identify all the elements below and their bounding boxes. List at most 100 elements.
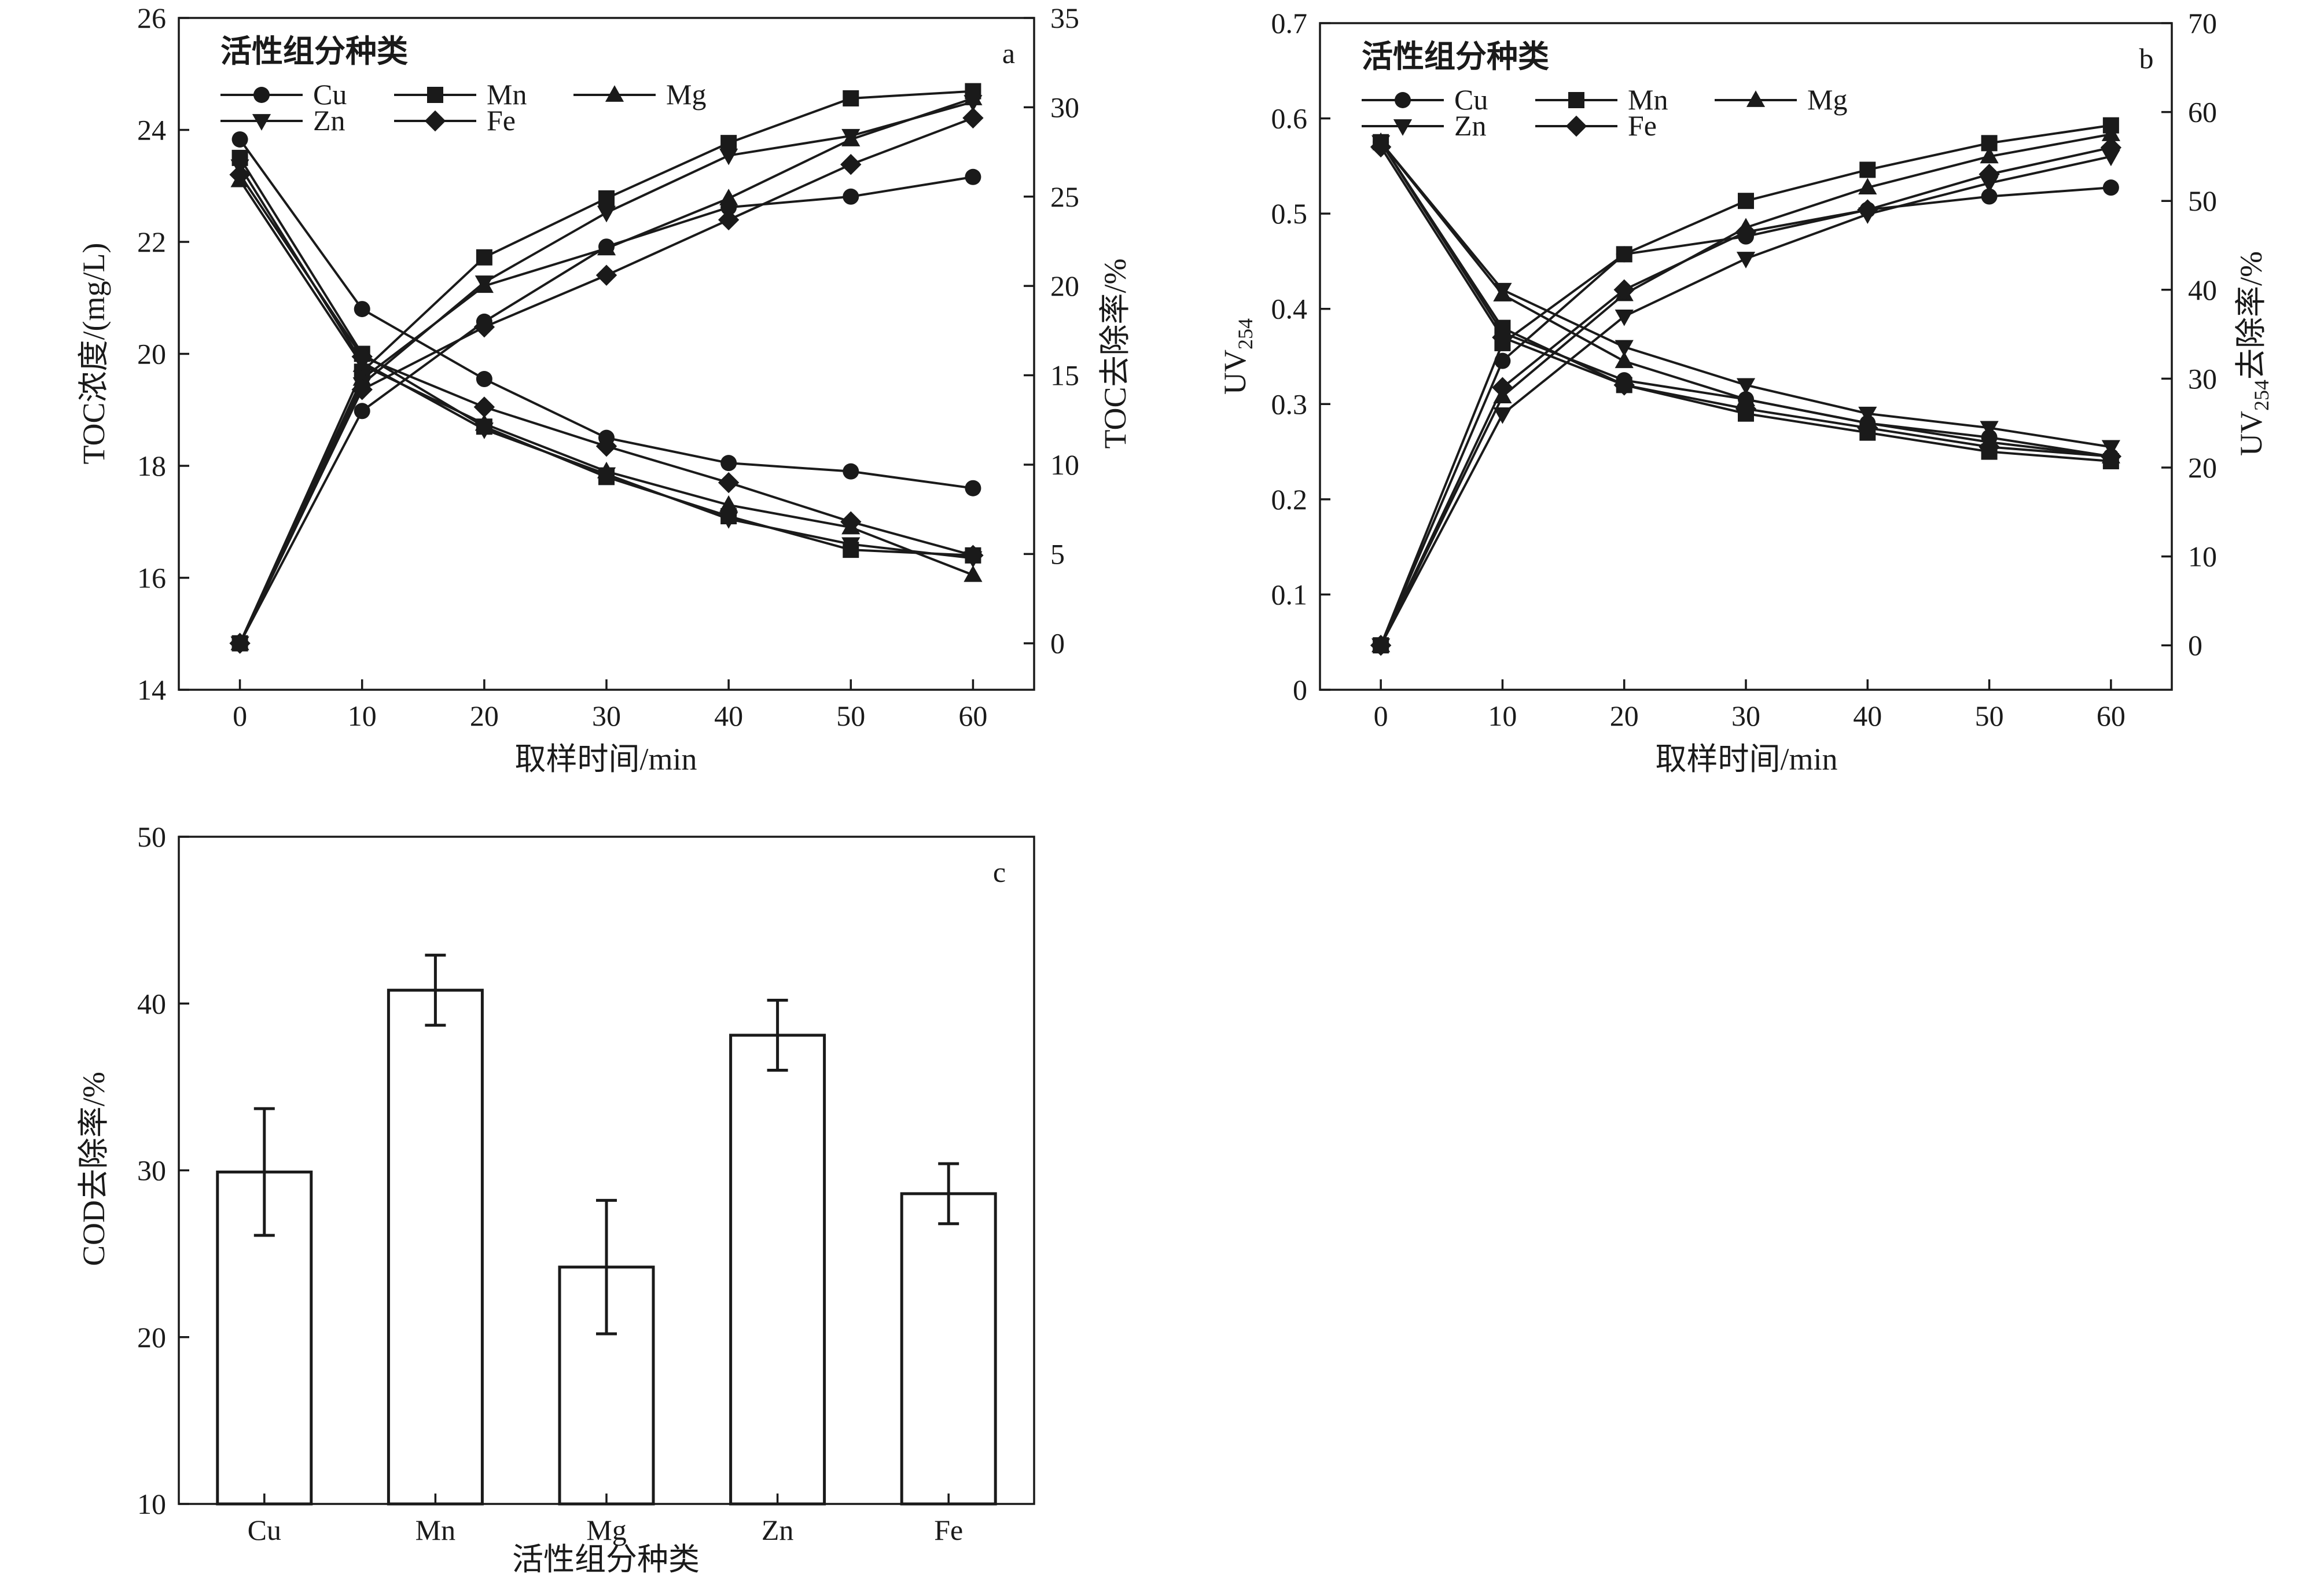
y-tick-label-left: 0.5 <box>1271 197 1308 230</box>
bar-group-cu <box>216 1107 313 1506</box>
data-point <box>1493 282 1512 300</box>
data-point <box>840 153 862 175</box>
y-tick-label-right: 60 <box>2188 96 2217 128</box>
x-tick-label: Mn <box>415 1514 455 1546</box>
legend-item-fe: Fe <box>1535 109 1657 142</box>
data-point <box>840 511 862 532</box>
data-point <box>1735 221 1757 243</box>
data-point <box>1736 378 1756 395</box>
data-point <box>351 346 373 367</box>
y-tick-label-right: 50 <box>2188 185 2217 217</box>
data-point <box>841 537 861 554</box>
y-tick-label-right: 30 <box>1050 91 1079 123</box>
data-point <box>718 209 740 231</box>
data-point <box>719 148 738 165</box>
y-tick-label-left: 0 <box>1293 674 1307 706</box>
x-tick-label: 40 <box>714 700 743 732</box>
data-point <box>475 275 494 292</box>
x-tick-label: 50 <box>836 700 865 732</box>
y-tick-label: 40 <box>137 987 166 1020</box>
legend-marker <box>427 87 443 103</box>
legend-marker <box>1395 92 1411 108</box>
y-tick-label-left: 22 <box>137 226 166 258</box>
data-point <box>843 463 859 480</box>
x-tick-label: 60 <box>2097 700 2126 732</box>
data-point <box>597 238 616 256</box>
data-point <box>1857 417 1878 439</box>
data-point <box>843 188 859 205</box>
data-point <box>475 422 494 439</box>
data-point <box>597 205 616 223</box>
bar <box>900 1192 997 1506</box>
bar-group-mn <box>387 954 484 1506</box>
data-point <box>476 249 492 266</box>
data-point <box>964 565 983 582</box>
data-point <box>1492 377 1513 398</box>
y-tick-label-right: 20 <box>2188 451 2217 484</box>
panel-label: a <box>1002 37 1015 69</box>
legend-marker <box>1565 115 1587 137</box>
y-tick-label-left: 0.1 <box>1271 578 1308 610</box>
x-axis-label: 取样时间/min <box>1655 742 1837 777</box>
legend-marker <box>605 85 624 102</box>
data-point <box>718 472 740 494</box>
series-zn <box>230 95 983 653</box>
x-tick-label: Cu <box>248 1514 281 1546</box>
y-tick-label-left: 0.4 <box>1271 293 1308 325</box>
data-point <box>354 403 370 420</box>
x-tick-label: 10 <box>1488 700 1517 732</box>
data-point <box>1615 340 1634 357</box>
y-axis-label-left: TOC浓度/(mg/L) <box>76 243 111 465</box>
legend-item-cu: Cu <box>220 78 347 111</box>
data-point <box>354 301 370 318</box>
data-point <box>231 131 248 148</box>
data-point <box>1616 246 1632 263</box>
data-point <box>595 435 617 457</box>
data-point <box>229 632 251 654</box>
legend-label: Fe <box>1628 109 1657 142</box>
data-point <box>962 545 984 566</box>
legend-title: 活性组分种类 <box>1362 39 1549 74</box>
data-point <box>1858 178 1877 195</box>
x-tick-label: 20 <box>1610 700 1639 732</box>
data-point <box>1615 309 1634 326</box>
y-tick-label-left: 24 <box>137 114 166 146</box>
legend-marker <box>1393 119 1413 136</box>
data-point <box>2100 446 2122 467</box>
legend-marker <box>1568 92 1584 108</box>
y-axis-label-right: TOC去除率/% <box>1098 258 1132 448</box>
y-tick-label-right: 5 <box>1050 538 1065 570</box>
data-point <box>1980 146 1999 164</box>
legend-marker <box>253 87 270 103</box>
data-point <box>965 480 981 496</box>
data-point <box>1857 199 1878 220</box>
y-tick-label-left: 20 <box>137 338 166 370</box>
series-line-zn-removal <box>238 101 973 644</box>
x-tick-label: Zn <box>762 1514 794 1546</box>
x-tick-label: 50 <box>1975 700 2004 732</box>
series-line-zn-left <box>238 165 973 560</box>
data-point <box>965 168 981 185</box>
y-tick-label: 50 <box>137 821 166 853</box>
x-tick-label: 60 <box>958 700 987 732</box>
panel-c-cod: 10 20 30 40 50 Cu Mn Mg Zn Fe c 活性组分种类 COD去除率/% <box>76 821 1035 1577</box>
y-tick-label-left: 0.2 <box>1271 483 1308 516</box>
data-point <box>2102 179 2119 196</box>
data-point <box>720 135 737 152</box>
y-tick-label-left: 0.3 <box>1271 388 1308 420</box>
legend-label: Mg <box>1807 83 1847 116</box>
bar-group-zn <box>729 998 826 1506</box>
y-tick-label-right: 40 <box>2188 274 2217 306</box>
data-point <box>1493 407 1512 424</box>
data-point <box>1494 352 1511 369</box>
data-point <box>720 455 737 472</box>
bar-group-fe <box>900 1162 997 1506</box>
data-point <box>1370 136 1392 158</box>
legend-label: Cu <box>1454 83 1488 116</box>
x-tick-label: Mg <box>586 1514 626 1546</box>
panel-b-uv254: 0 10 20 30 40 50 60 0 0.1 0.2 0.3 0.4 0.5 0.6 0.7 0 10 20… <box>1218 7 2273 777</box>
data-point <box>719 512 738 529</box>
series-line-mg-removal <box>238 97 974 644</box>
y-tick-label-right: 0 <box>1050 627 1065 660</box>
